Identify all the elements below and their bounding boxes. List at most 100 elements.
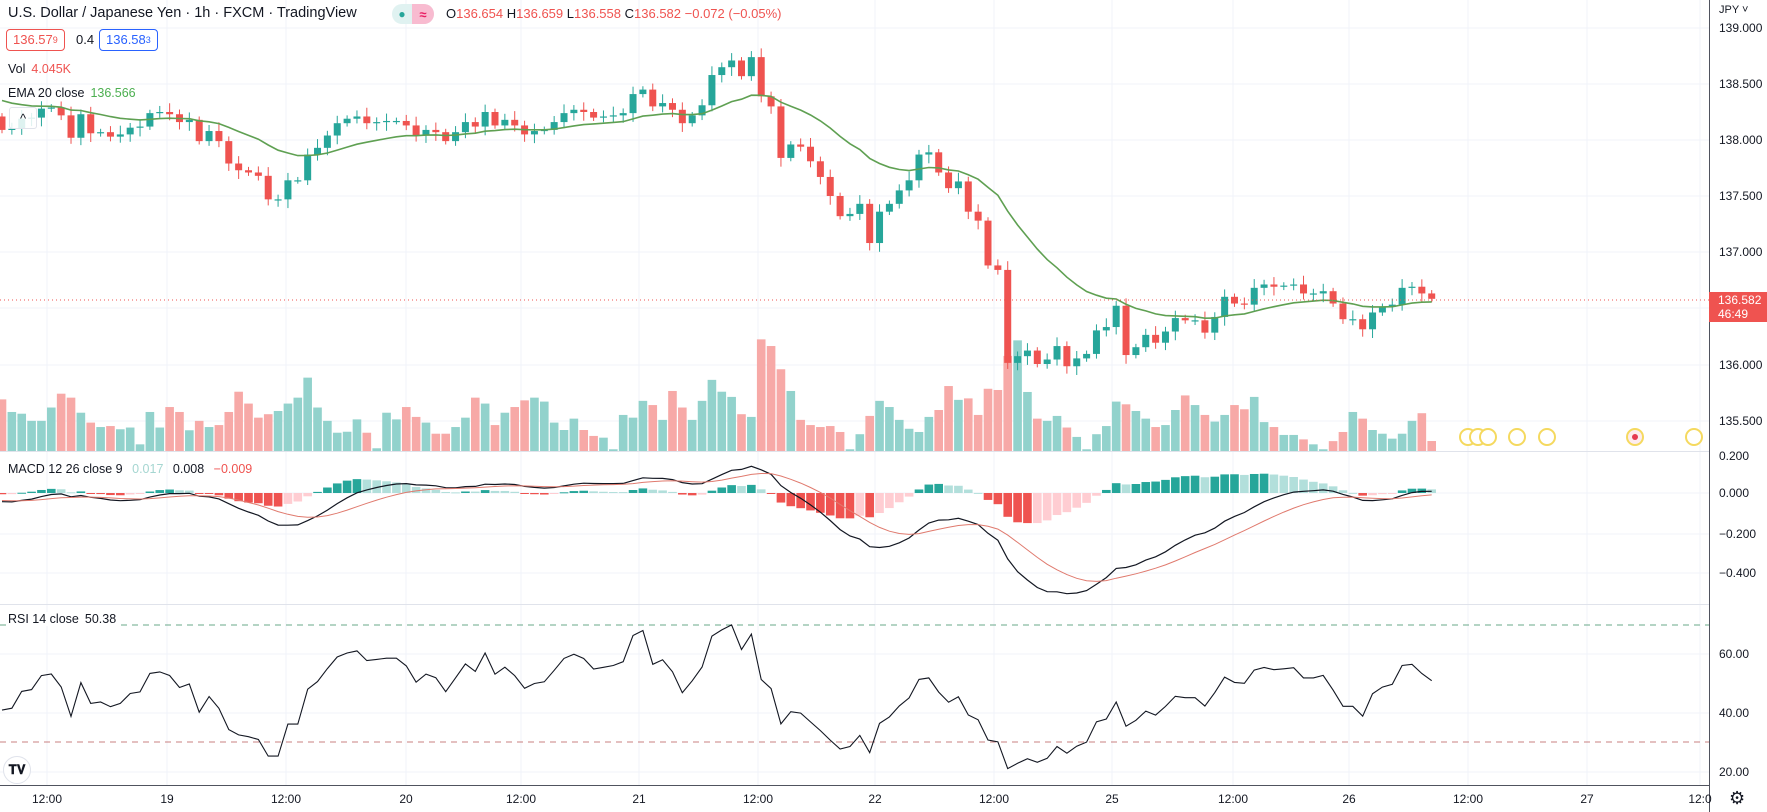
volume-bar <box>786 390 796 451</box>
macd-legend[interactable]: MACD 12 26 close 9 0.017 0.008 −0.009 <box>8 462 252 476</box>
ema-label: EMA 20 close <box>8 86 85 100</box>
macd-label: MACD 12 26 close 9 <box>8 462 123 476</box>
time-axis-label: 12:00 <box>1452 792 1484 806</box>
volume-bar <box>1111 401 1121 451</box>
macd-histogram-bar <box>313 491 322 493</box>
macd-histogram-bar <box>342 480 352 493</box>
ema-value: 136.566 <box>90 86 136 100</box>
volume-bar <box>816 427 825 451</box>
macd-histogram-bar <box>323 487 332 493</box>
macd-histogram-bar <box>17 492 27 494</box>
candle-body <box>1043 359 1051 364</box>
candle-body <box>511 119 519 126</box>
macd-histogram-bar <box>1299 479 1308 493</box>
volume-bar <box>1378 433 1387 451</box>
candle-body <box>807 146 815 162</box>
volume-bar <box>1387 438 1397 451</box>
volume-legend[interactable]: Vol 4.045K <box>8 62 71 76</box>
collapse-legend-button[interactable]: ^ <box>9 107 37 129</box>
rsi-legend[interactable]: RSI 14 close 50.38 <box>8 612 120 626</box>
volume-bar <box>382 412 391 451</box>
currency-selector[interactable]: JPY ˅ <box>1719 4 1749 16</box>
macd-histogram-bar <box>1023 493 1032 524</box>
macd-histogram-bar <box>914 489 924 493</box>
macd-histogram-bar <box>86 493 96 494</box>
volume-bar <box>973 414 983 451</box>
candle-body <box>570 109 578 114</box>
candle-body <box>245 170 252 173</box>
volume-bar <box>579 430 589 451</box>
volume-bar <box>1180 395 1190 451</box>
macd-histogram-bar <box>993 493 1003 505</box>
volume-bar <box>835 431 845 451</box>
macd-histogram-bar <box>1249 473 1259 493</box>
volume-bar <box>1289 434 1298 451</box>
volume-bar <box>234 391 243 451</box>
event-icon[interactable] <box>1626 428 1644 446</box>
volume-bar <box>1062 427 1072 451</box>
macd-histogram-bar <box>116 493 125 496</box>
candle-body <box>1073 358 1081 367</box>
candle-body <box>1280 285 1288 287</box>
macd-histogram-bar <box>37 489 46 493</box>
time-axis-label: 26 <box>1342 792 1356 806</box>
volume-bar <box>1358 418 1367 451</box>
macd-histogram-bar <box>96 493 105 495</box>
volume-bar <box>894 419 904 451</box>
macd-histogram-bar <box>1003 493 1013 517</box>
macd-histogram-bar <box>1161 479 1170 493</box>
candle-body <box>343 118 351 124</box>
macd-histogram-bar <box>392 482 401 493</box>
buy-button[interactable]: 136.583 <box>99 29 158 51</box>
candle-body <box>984 220 992 266</box>
price-axis-label: 135.500 <box>1719 414 1763 428</box>
last-price-tag: 136.582 46:49 <box>1709 292 1767 322</box>
volume-bar <box>362 432 372 451</box>
time-axis-label: 12:00 <box>505 792 537 806</box>
volume-bar <box>727 396 736 451</box>
volume-bar <box>451 427 460 451</box>
candle-body <box>1191 320 1199 322</box>
volume-bar <box>204 427 214 451</box>
candle-body <box>767 96 775 107</box>
candle-body <box>974 211 982 221</box>
volume-bar <box>263 414 273 451</box>
volume-bar <box>549 422 559 451</box>
macd-histogram-bar <box>599 491 608 493</box>
candle-body <box>333 123 341 136</box>
volume-bar <box>1220 414 1229 451</box>
data-delay-icon: ≈ <box>412 4 434 24</box>
ema-20-line <box>1 94 1432 320</box>
candle-body <box>1132 347 1140 356</box>
macd-histogram-bar <box>1338 490 1348 493</box>
candle-body <box>294 180 302 182</box>
tradingview-logo[interactable]: 𝐓𝐕 <box>3 756 31 784</box>
symbol-title[interactable]: U.S. Dollar / Japanese Yen · 1h · FXCM ·… <box>8 5 357 21</box>
candle-body <box>412 125 420 136</box>
volume-bar <box>855 434 865 451</box>
sell-button[interactable]: 136.579 <box>6 29 65 51</box>
volume-bar <box>411 416 421 451</box>
candle-body <box>1201 320 1209 333</box>
market-status-pill[interactable]: ● ≈ <box>392 4 434 24</box>
volume-bar <box>56 393 66 451</box>
price-axis[interactable] <box>1709 0 1767 812</box>
us-flag-event-icon[interactable] <box>1685 428 1703 446</box>
volume-bars <box>0 339 1436 451</box>
candle-body <box>1023 350 1031 357</box>
candle-body <box>1378 306 1386 313</box>
macd-histogram-bar <box>332 483 342 493</box>
candle-body <box>77 114 85 138</box>
macd-histogram-bar <box>520 493 529 494</box>
ema-legend[interactable]: EMA 20 close 136.566 <box>8 86 136 100</box>
macd-histogram-bar <box>1052 493 1062 516</box>
settings-gear-icon[interactable]: ⚙ <box>1729 788 1746 808</box>
macd-histogram-bar <box>1289 477 1298 493</box>
macd-histogram-bar <box>155 490 165 493</box>
low-label: L <box>566 6 574 21</box>
us-flag-event-icon[interactable] <box>1479 428 1497 446</box>
us-flag-event-icon[interactable] <box>1508 428 1526 446</box>
us-flag-event-icon[interactable] <box>1538 428 1556 446</box>
macd-histogram-bar <box>372 480 381 493</box>
